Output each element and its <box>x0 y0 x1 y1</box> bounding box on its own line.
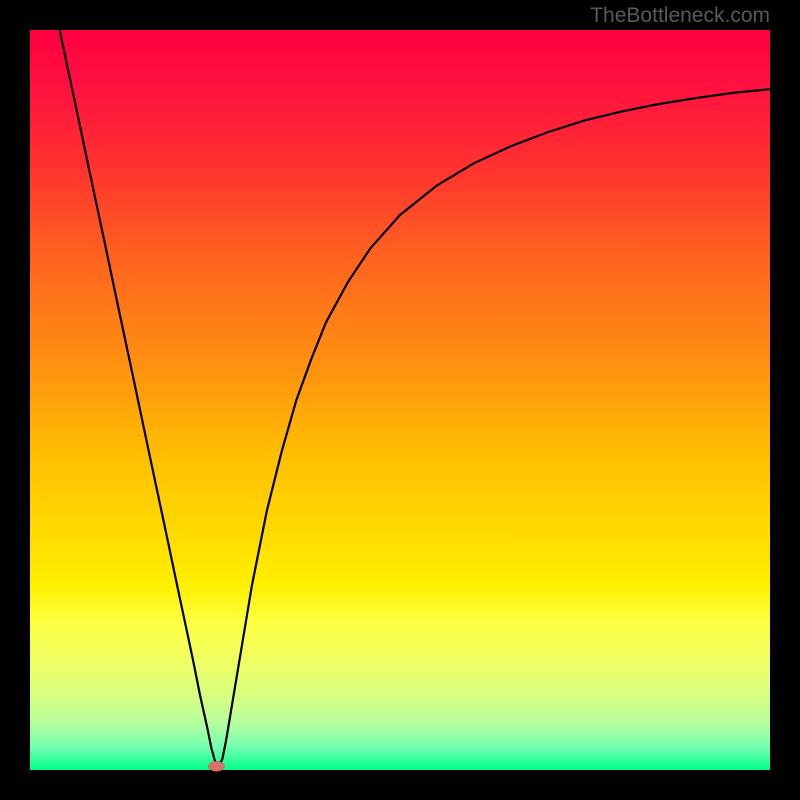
chart-container: TheBottleneck.com <box>0 0 800 800</box>
plot-area <box>30 30 770 770</box>
minimum-marker <box>208 761 224 771</box>
watermark-text: TheBottleneck.com <box>590 4 770 28</box>
chart-svg <box>0 0 800 800</box>
